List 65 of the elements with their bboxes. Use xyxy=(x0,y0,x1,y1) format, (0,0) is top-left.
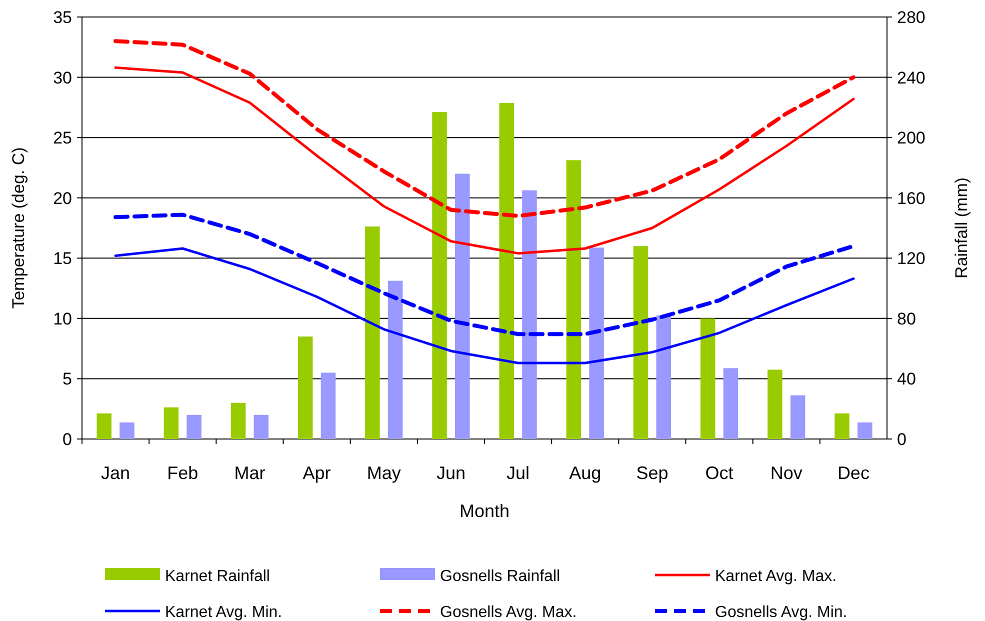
x-tick-label: Feb xyxy=(167,463,198,483)
y2-tick-label: 240 xyxy=(897,68,926,88)
y-tick-label: 0 xyxy=(62,430,72,449)
y-axis-title: Temperature (deg. C) xyxy=(9,147,28,309)
bar xyxy=(768,370,782,439)
y-tick-label: 5 xyxy=(62,370,72,389)
legend-label: Gosnells Avg. Min. xyxy=(715,604,848,621)
bar xyxy=(656,315,672,439)
y2-tick-label: 200 xyxy=(897,128,926,148)
x-tick-label: Sep xyxy=(636,463,668,483)
bar xyxy=(499,102,514,439)
y2-tick-label: 120 xyxy=(897,249,926,268)
x-tick-label: Jul xyxy=(506,463,530,483)
bar xyxy=(432,112,447,439)
bar xyxy=(589,248,604,439)
line-series xyxy=(114,66,855,255)
legend-label: Gosnells Rainfall xyxy=(440,568,560,585)
bar xyxy=(186,414,202,439)
bar xyxy=(320,372,336,439)
y-tick-label: 35 xyxy=(53,8,72,27)
legend-label: Karnet Avg. Min. xyxy=(165,604,282,621)
y-tick-label: 20 xyxy=(53,188,72,208)
y-tick-label: 15 xyxy=(53,249,72,268)
bar xyxy=(96,413,112,439)
legend-label: Karnet Avg. Max. xyxy=(715,568,837,585)
bar xyxy=(230,402,246,439)
x-tick-label: Nov xyxy=(770,463,802,483)
y-tick-label: 25 xyxy=(53,128,72,148)
bar xyxy=(834,413,850,439)
y-tick-label: 30 xyxy=(53,68,72,88)
bar xyxy=(723,368,738,439)
bar xyxy=(298,336,313,439)
bar xyxy=(566,160,582,439)
line-series xyxy=(114,39,856,218)
y2-tick-label: 0 xyxy=(897,430,906,449)
x-tick-label: Jun xyxy=(436,463,466,483)
bar xyxy=(700,318,716,439)
y2-tick-label: 160 xyxy=(897,188,926,208)
y-tick-label: 10 xyxy=(53,309,72,328)
y2-tick-label: 280 xyxy=(897,8,926,27)
bar xyxy=(388,280,403,439)
bar xyxy=(164,407,179,439)
y2-tick-label: 40 xyxy=(897,370,916,389)
bar xyxy=(455,174,470,439)
legend-label: Gosnells Avg. Max. xyxy=(440,604,577,621)
x-tick-label: Dec xyxy=(837,463,870,483)
bar xyxy=(254,414,269,439)
line-series xyxy=(114,212,856,336)
bar xyxy=(790,395,806,439)
x-tick-label: Jan xyxy=(101,463,130,483)
y2-tick-label: 80 xyxy=(897,309,916,328)
x-tick-label: Apr xyxy=(302,463,331,483)
x-tick-label: Mar xyxy=(234,463,266,483)
x-axis-title: Month xyxy=(459,501,510,521)
line-series xyxy=(114,247,855,364)
bar xyxy=(633,246,648,439)
legend-label: Karnet Rainfall xyxy=(165,568,270,585)
bar xyxy=(365,226,380,439)
x-tick-label: May xyxy=(366,463,401,483)
y2-axis-title: Rainfall (mm) xyxy=(952,177,971,279)
bar xyxy=(120,422,134,439)
bar xyxy=(858,422,872,439)
x-tick-label: Oct xyxy=(705,463,734,483)
bar xyxy=(522,190,537,439)
x-tick-label: Aug xyxy=(569,463,602,483)
